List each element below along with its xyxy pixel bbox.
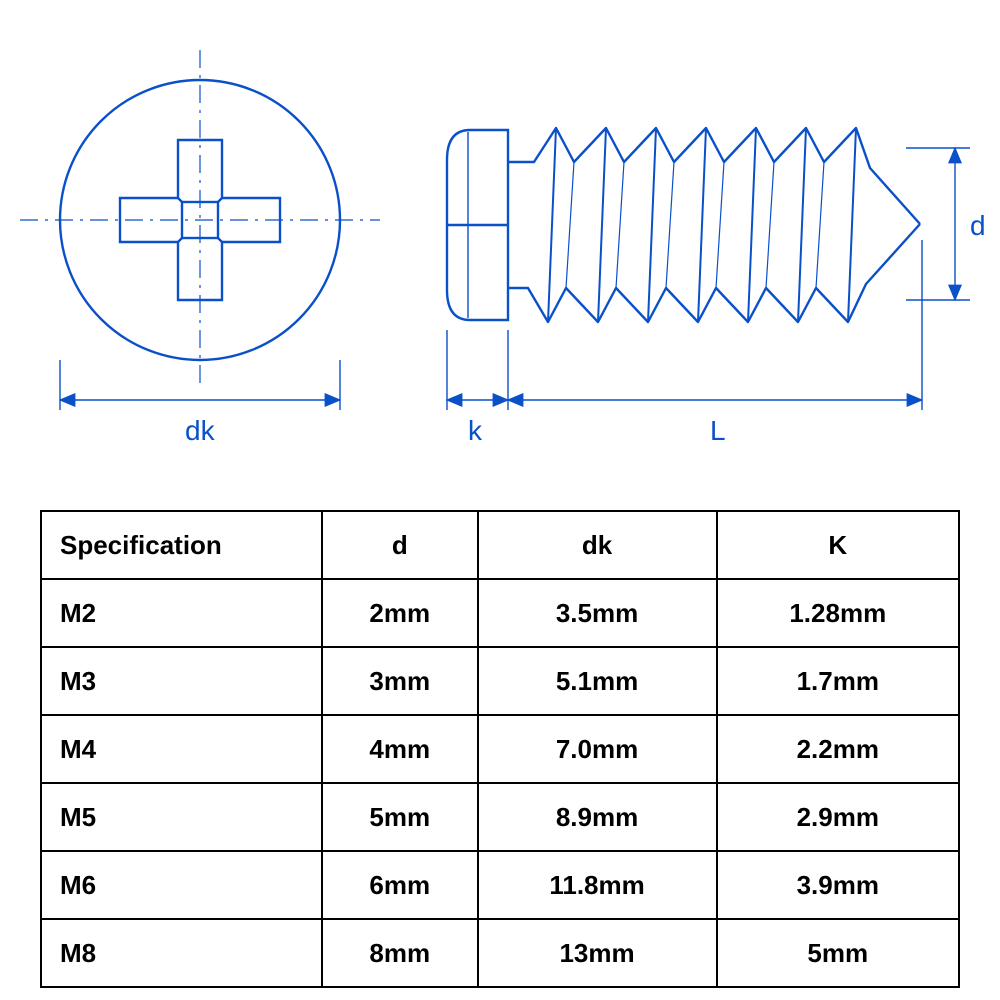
table-header-row: Specification d dk K [41, 511, 959, 579]
cell: 5.1mm [478, 647, 717, 715]
table-body: M2 2mm 3.5mm 1.28mm M3 3mm 5.1mm 1.7mm M… [41, 579, 959, 987]
cell: M3 [41, 647, 322, 715]
cell: M6 [41, 851, 322, 919]
table-row: M8 8mm 13mm 5mm [41, 919, 959, 987]
cell: M8 [41, 919, 322, 987]
page-root: dk [0, 0, 1000, 1000]
cell: 4mm [322, 715, 478, 783]
cell: 2mm [322, 579, 478, 647]
cell: 5mm [717, 919, 959, 987]
col-spec: Specification [41, 511, 322, 579]
cell: M4 [41, 715, 322, 783]
screw-diagram: dk [0, 40, 1000, 470]
col-dk: dk [478, 511, 717, 579]
label-k: k [468, 415, 483, 446]
col-K: K [717, 511, 959, 579]
cell: 7.0mm [478, 715, 717, 783]
table-row: M3 3mm 5.1mm 1.7mm [41, 647, 959, 715]
cell: 11.8mm [478, 851, 717, 919]
cell: 1.7mm [717, 647, 959, 715]
cell: 13mm [478, 919, 717, 987]
table-row: M6 6mm 11.8mm 3.9mm [41, 851, 959, 919]
cell: 2.2mm [717, 715, 959, 783]
table-row: M2 2mm 3.5mm 1.28mm [41, 579, 959, 647]
cell: 5mm [322, 783, 478, 851]
col-d: d [322, 511, 478, 579]
cell: 1.28mm [717, 579, 959, 647]
side-view: k L d [447, 128, 986, 446]
table-row: M5 5mm 8.9mm 2.9mm [41, 783, 959, 851]
table-row: M4 4mm 7.0mm 2.2mm [41, 715, 959, 783]
cell: 8.9mm [478, 783, 717, 851]
label-L: L [710, 415, 726, 446]
label-d: d [970, 210, 986, 241]
cell: M2 [41, 579, 322, 647]
top-view: dk [20, 50, 380, 446]
cell: 3.5mm [478, 579, 717, 647]
spec-table: Specification d dk K M2 2mm 3.5mm 1.28mm… [40, 510, 960, 988]
cell: 8mm [322, 919, 478, 987]
cell: 2.9mm [717, 783, 959, 851]
cell: 3mm [322, 647, 478, 715]
cell: 3.9mm [717, 851, 959, 919]
cell: M5 [41, 783, 322, 851]
cell: 6mm [322, 851, 478, 919]
label-dk: dk [185, 415, 216, 446]
